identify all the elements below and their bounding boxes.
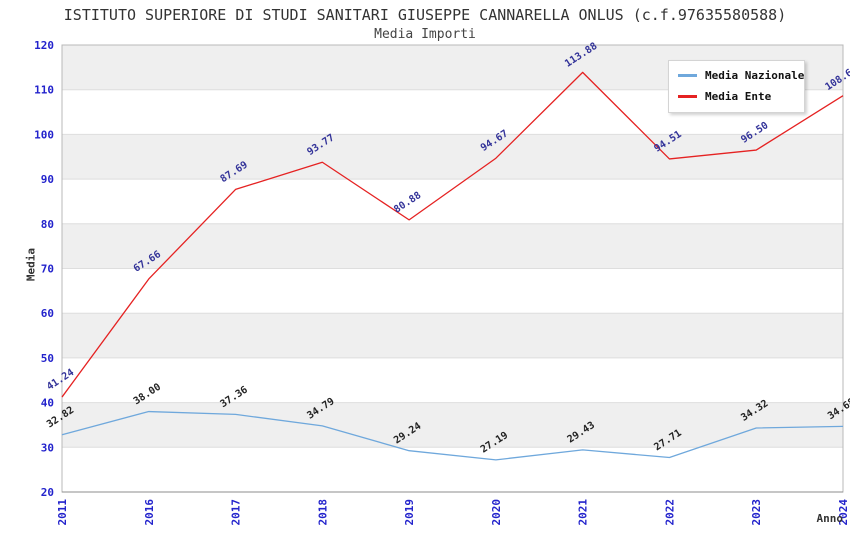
x-tick-label: 2019 — [403, 499, 416, 526]
y-tick-label: 50 — [41, 352, 54, 365]
legend-item-media-ente: Media Ente — [678, 90, 796, 103]
x-tick-label: 2020 — [490, 499, 503, 525]
legend-item-media-nazionale: Media Nazionale — [678, 69, 804, 82]
grid-band — [62, 223, 843, 269]
y-tick-label: 110 — [34, 84, 54, 97]
point-label: 80.88 — [392, 190, 423, 216]
grid-band — [62, 134, 843, 180]
x-axis-title: Anno — [816, 512, 844, 525]
x-tick-label: 2011 — [56, 499, 69, 526]
legend: Media Nazionale Media Ente — [668, 60, 805, 113]
legend-swatch-media-nazionale-icon — [678, 74, 697, 77]
series-line-media-ente — [61, 71, 844, 398]
x-tick-label: 2017 — [230, 499, 243, 526]
y-tick-label: 80 — [41, 218, 54, 231]
x-tick-label: 2022 — [663, 499, 676, 526]
y-tick-label: 30 — [41, 441, 54, 454]
y-tick-label: 40 — [41, 397, 54, 410]
x-tick-label: 2023 — [750, 499, 763, 526]
grid-band — [62, 313, 843, 358]
y-tick-label: 20 — [41, 486, 54, 499]
y-tick-label: 60 — [41, 307, 54, 320]
x-tick-label: 2018 — [316, 499, 329, 526]
y-tick-label: 120 — [34, 39, 54, 52]
point-label: 41.24 — [45, 367, 76, 393]
x-tick-label: 2021 — [577, 499, 590, 526]
y-tick-label: 90 — [41, 173, 54, 186]
legend-swatch-media-ente-icon — [678, 95, 697, 98]
chart-title: ISTITUTO SUPERIORE DI STUDI SANITARI GIU… — [63, 6, 787, 24]
x-tick-label: 2016 — [143, 499, 156, 526]
x-tick-label: 2024 — [837, 499, 850, 526]
legend-label-media-nazionale: Media Nazionale — [705, 69, 805, 82]
series-line-media-nazionale — [61, 410, 844, 461]
y-tick-label: 100 — [34, 128, 54, 141]
chart-subtitle: Media Importi — [374, 27, 476, 42]
legend-label-media-ente: Media Ente — [705, 90, 772, 103]
y-axis-title: Media — [24, 247, 38, 282]
y-tick-label: 70 — [41, 263, 54, 276]
grid-band — [62, 402, 843, 448]
